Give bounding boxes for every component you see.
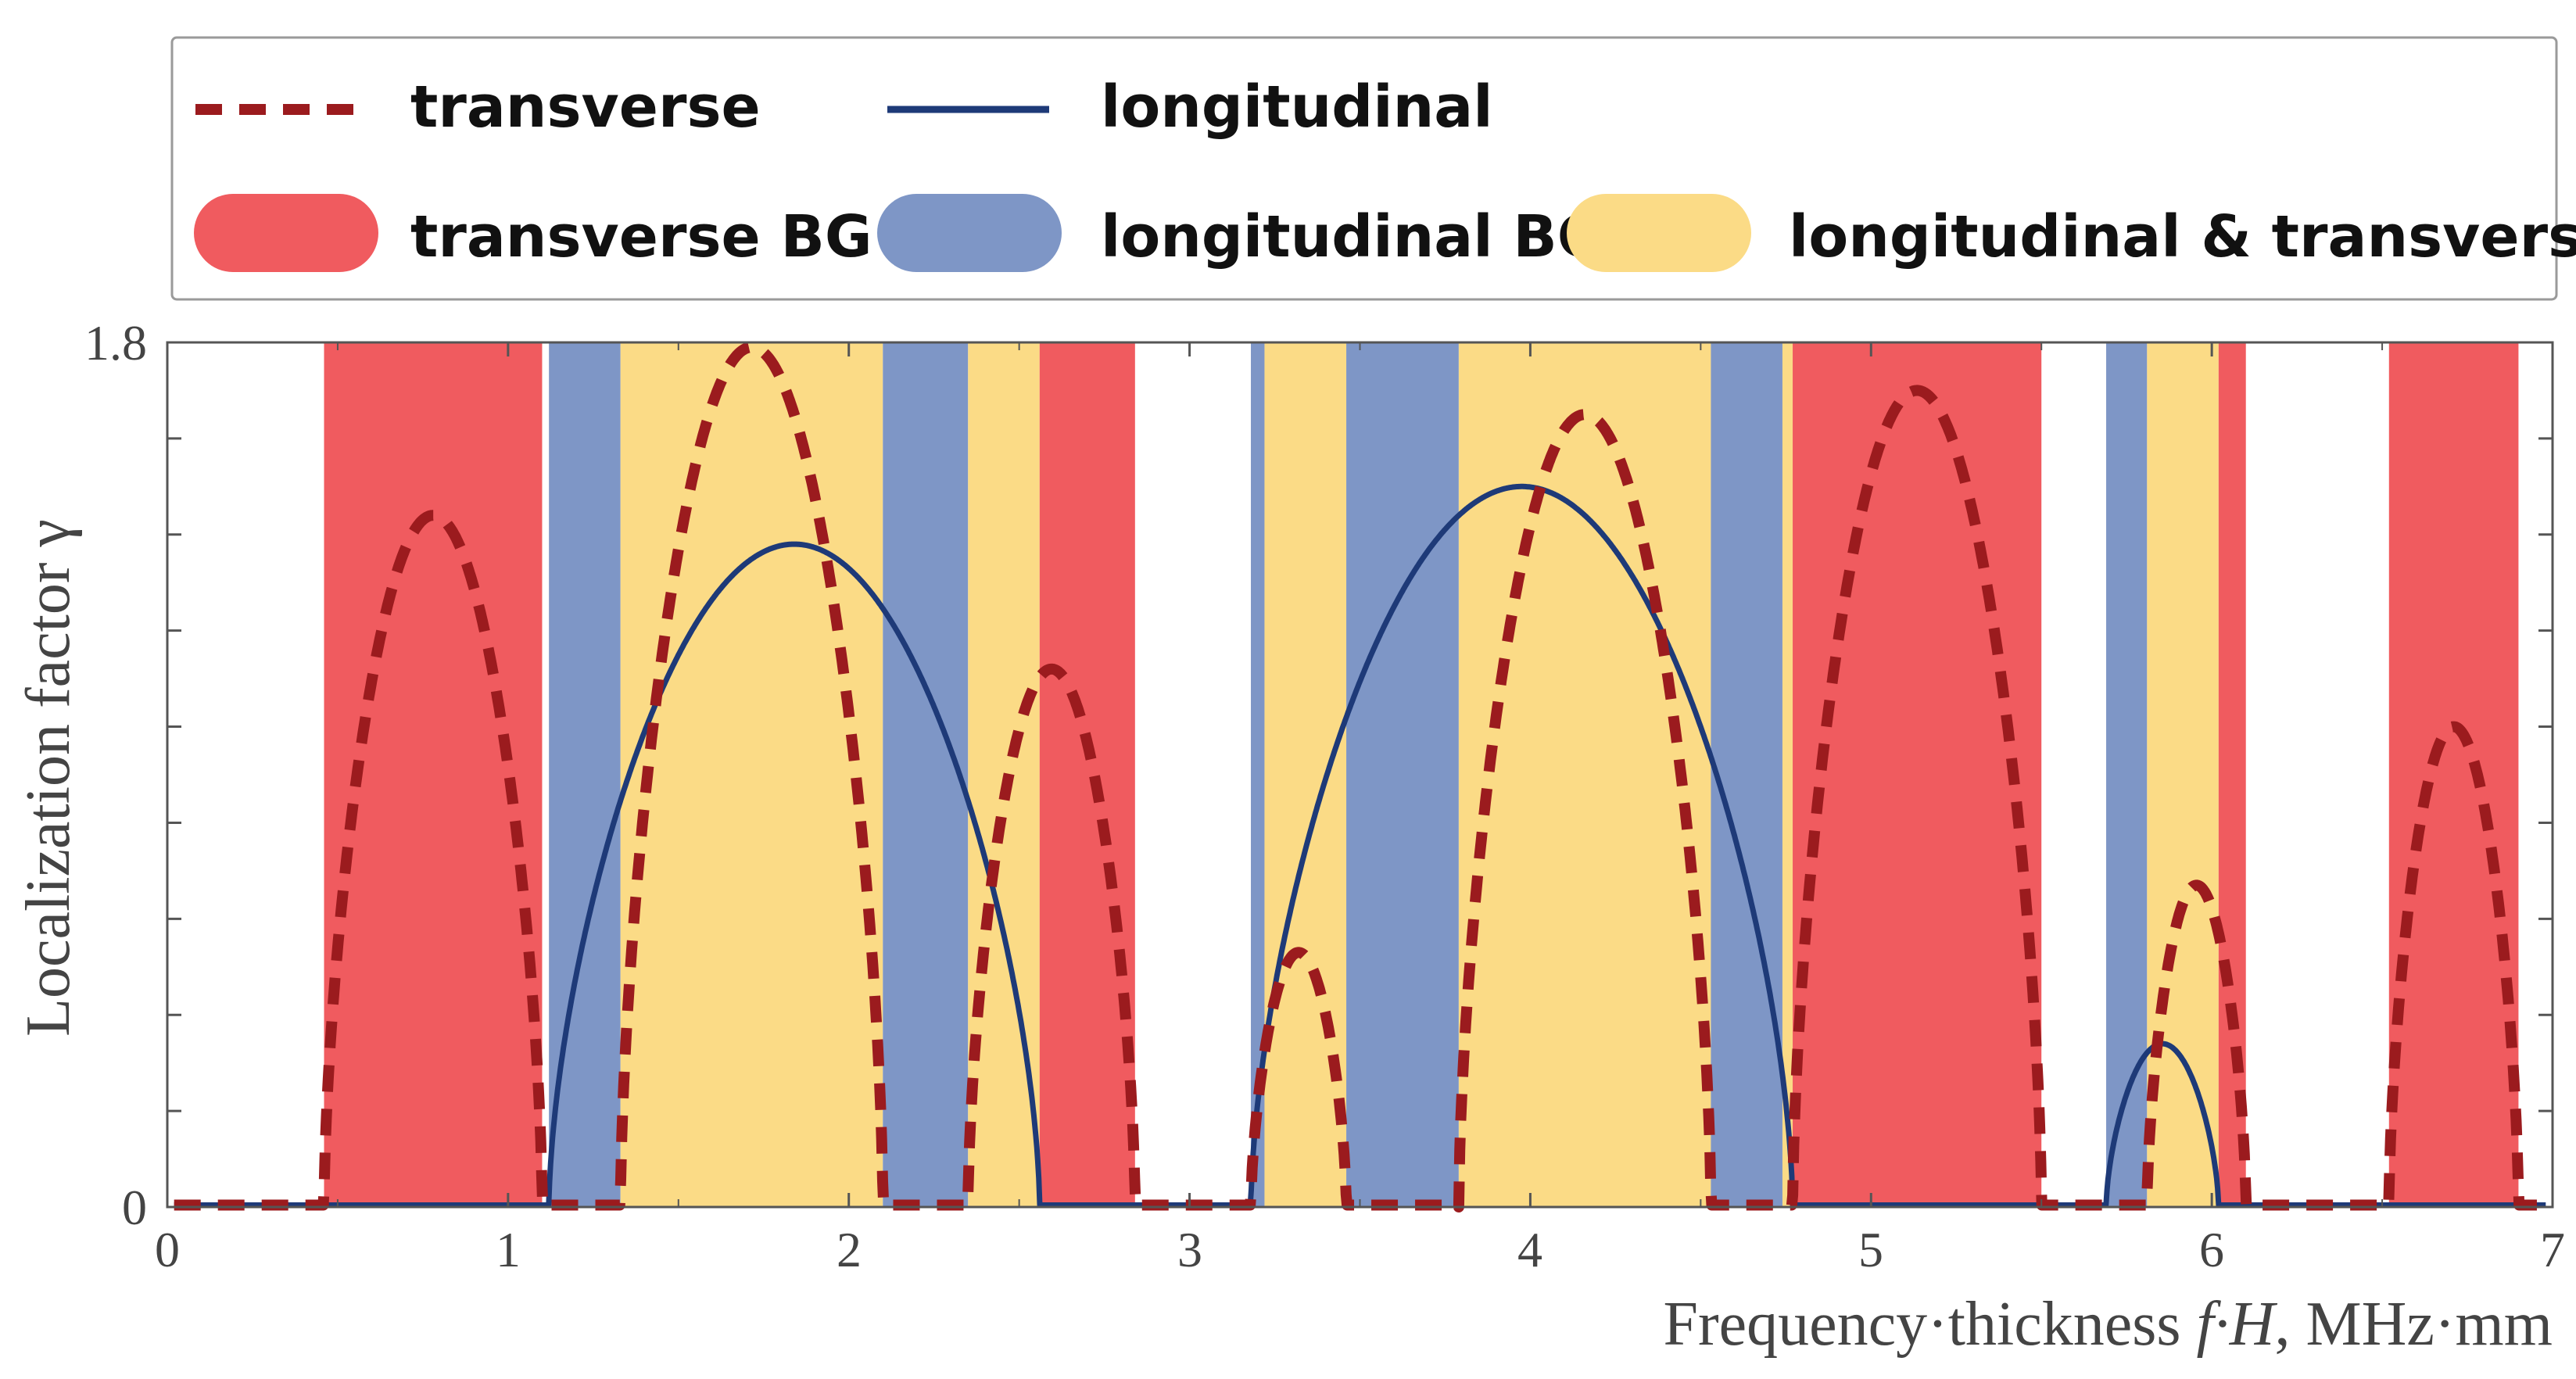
legend-label-transverse-bg: transverse BG	[410, 203, 872, 270]
band-longitudinal	[2106, 342, 2148, 1207]
longitudinal-series	[172, 483, 2548, 1208]
gap-bands	[324, 342, 2519, 1207]
transverse-line	[170, 342, 2550, 1212]
band-transverse	[2218, 342, 2246, 1207]
y-tick-labels: 0 1.8	[84, 315, 147, 1235]
band-transverse	[1793, 342, 2042, 1207]
x-tick-label: 1	[496, 1222, 521, 1277]
x-axis-title-units: , MHz·mm	[2274, 1290, 2553, 1359]
legend-swatch-longitudinal-bg	[877, 194, 1062, 272]
x-tick-label: 5	[1858, 1222, 1883, 1277]
band-both	[620, 342, 883, 1207]
x-axis-title-variable: f·H	[2196, 1290, 2277, 1359]
x-tick-labels: 0 1 2 3 4 5 6 7	[155, 1222, 2565, 1277]
x-tick-label: 2	[837, 1222, 862, 1277]
y-tick-label-max: 1.8	[84, 315, 147, 371]
band-longitudinal	[1251, 342, 1265, 1207]
y-axis-title: Localization factor γ	[14, 519, 83, 1037]
legend-frame	[170, 36, 2558, 301]
x-tick-label: 4	[1517, 1222, 1542, 1277]
x-tick-label: 3	[1177, 1222, 1202, 1277]
legend-label-longitudinal-bg: longitudinal BG	[1101, 203, 1605, 270]
legend-label-longitudinal: longitudinal	[1101, 73, 1493, 141]
band-both	[1782, 342, 1793, 1207]
y-tick-label-0: 0	[122, 1180, 147, 1235]
legend-swatch-both-bg	[1567, 194, 1751, 272]
legend-label-both-bg: longitudinal & transverse BG	[1789, 203, 2576, 270]
x-axis-title-prefix: Frequency·thickness	[1663, 1290, 2196, 1359]
axis-ticks	[166, 342, 2554, 1207]
longitudinal-line	[172, 483, 2548, 1208]
x-tick-label: 7	[2540, 1222, 2565, 1277]
x-tick-label: 6	[2199, 1222, 2224, 1277]
x-tick-label: 0	[155, 1222, 180, 1277]
band-longitudinal	[1711, 342, 1782, 1207]
band-both	[1458, 342, 1711, 1207]
band-longitudinal	[1346, 342, 1459, 1207]
band-transverse	[2388, 342, 2519, 1207]
legend-swatch-transverse-bg	[194, 194, 378, 272]
legend-label-transverse: transverse	[410, 73, 761, 141]
band-transverse	[1039, 342, 1135, 1207]
legend: transverse longitudinal transverse BG lo…	[170, 36, 2576, 301]
band-longitudinal	[883, 342, 969, 1207]
x-axis-title: Frequency·thickness f·H, MHz·mm	[1663, 1290, 2553, 1359]
transverse-series	[170, 342, 2550, 1212]
